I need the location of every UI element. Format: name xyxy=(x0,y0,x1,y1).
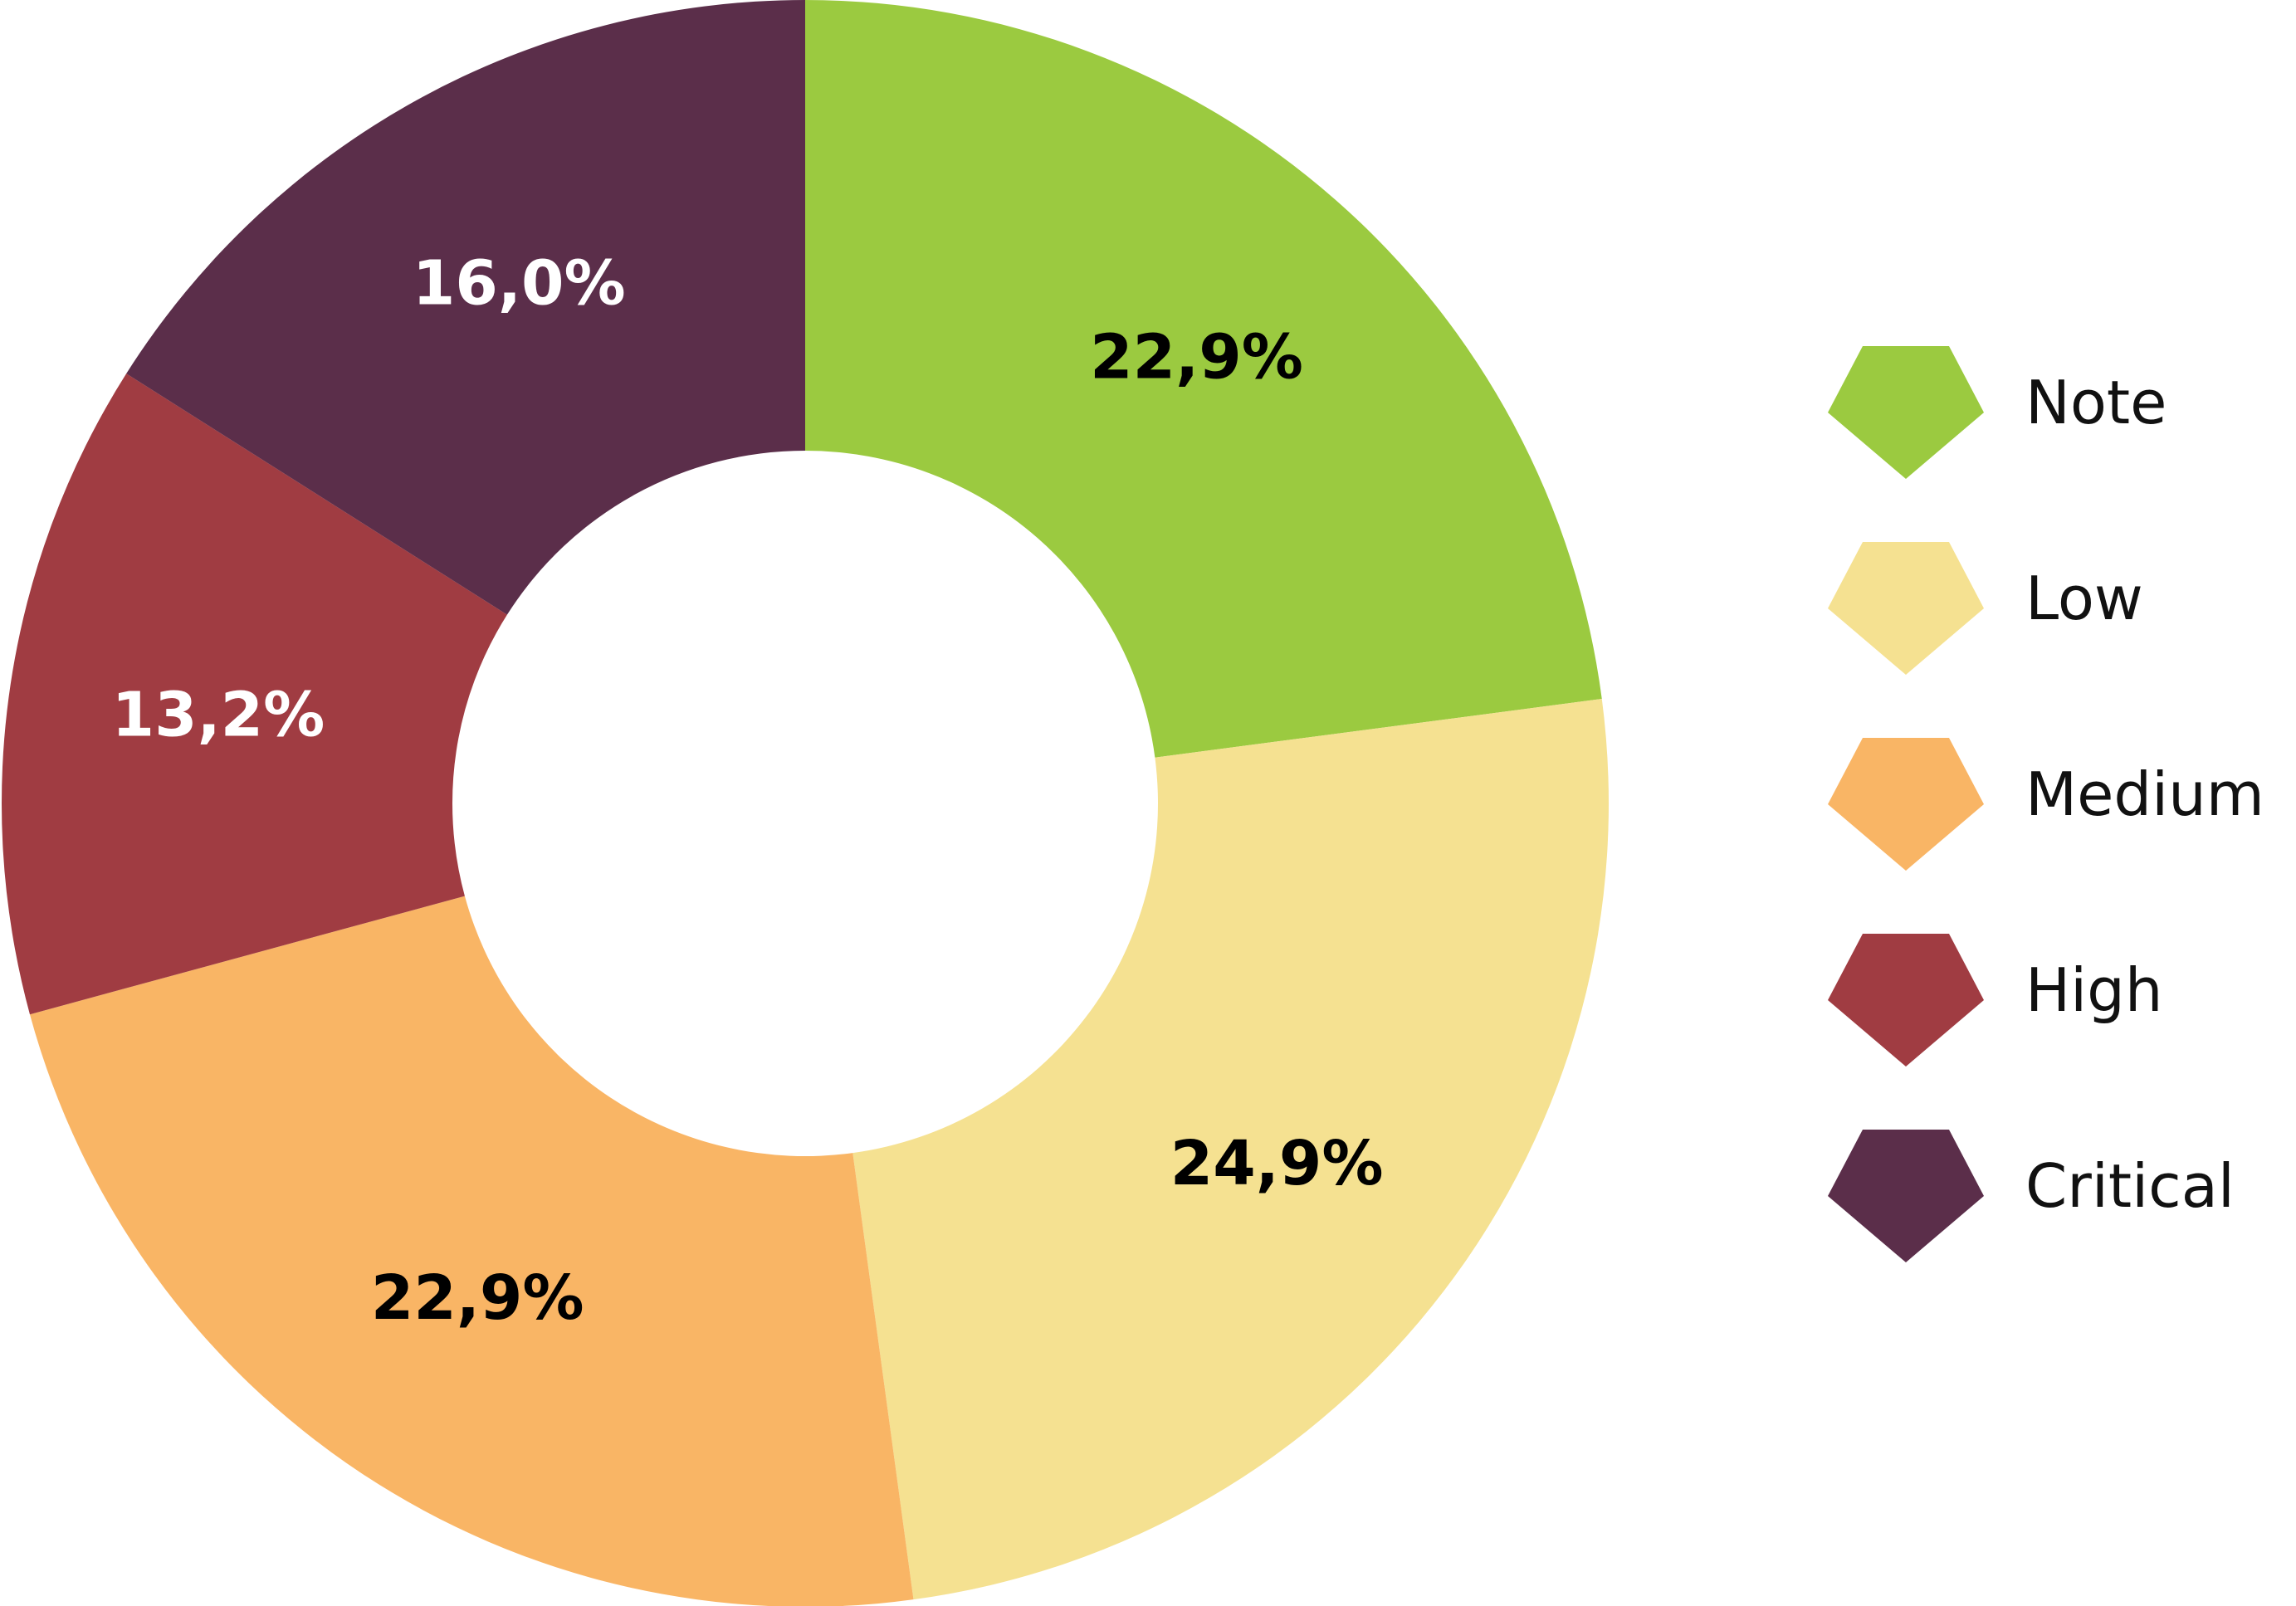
legend: Note Low Medium High Critical xyxy=(1828,346,2264,1262)
slice-label-high: 13,2% xyxy=(112,680,325,751)
slice-medium xyxy=(29,896,914,1606)
legend-label-high: High xyxy=(2025,955,2162,1025)
legend-label-medium: Medium xyxy=(2025,759,2264,829)
slice-labels-group: 22,9% 24,9% 22,9% 13,2% 16,0% xyxy=(112,248,1384,1335)
slices-group xyxy=(2,0,1609,1606)
slice-label-critical: 16,0% xyxy=(413,248,626,320)
legend-label-note: Note xyxy=(2025,368,2167,437)
legend-marker-low xyxy=(1828,542,1984,675)
legend-marker-high xyxy=(1828,934,1984,1067)
legend-label-critical: Critical xyxy=(2025,1151,2235,1221)
slice-critical xyxy=(126,0,806,615)
slice-label-note: 22,9% xyxy=(1090,322,1303,393)
slice-label-low: 24,9% xyxy=(1170,1128,1384,1199)
legend-label-low: Low xyxy=(2025,564,2143,633)
legend-marker-note xyxy=(1828,346,1984,479)
slice-label-medium: 22,9% xyxy=(371,1262,584,1334)
slice-high xyxy=(2,373,507,1015)
slice-note xyxy=(805,0,1602,758)
legend-marker-critical xyxy=(1828,1130,1984,1262)
legend-marker-medium xyxy=(1828,738,1984,871)
slice-low xyxy=(852,699,1609,1600)
